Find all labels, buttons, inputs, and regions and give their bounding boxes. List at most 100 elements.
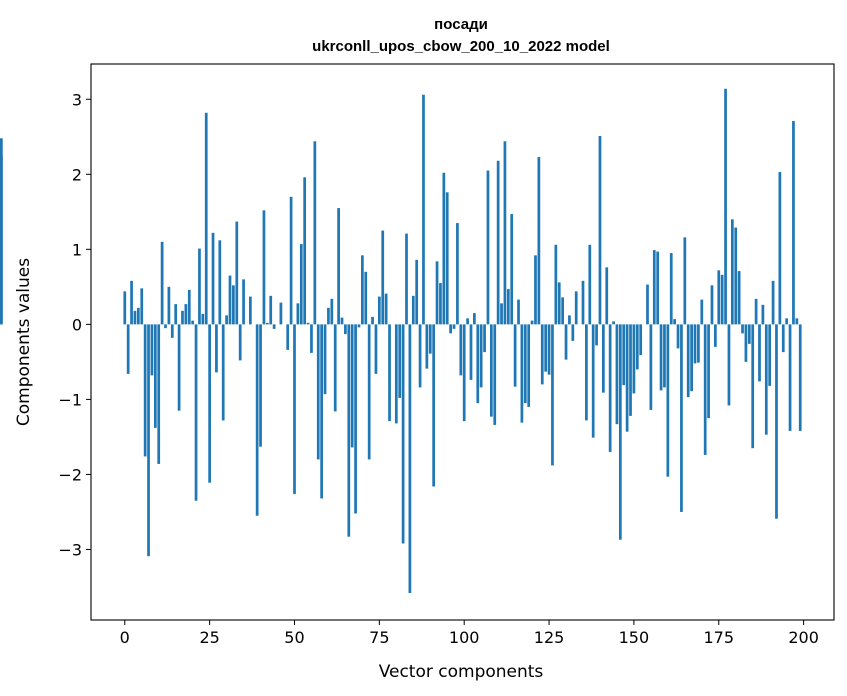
bar-100 xyxy=(462,324,466,422)
bar-15 xyxy=(174,304,178,325)
y-tick-label: 0 xyxy=(72,315,82,334)
bar-5 xyxy=(140,288,144,325)
bar-167 xyxy=(690,324,693,392)
bar-94 xyxy=(442,172,446,325)
bar-129 xyxy=(561,297,564,325)
bar-62 xyxy=(333,324,337,412)
bar-9 xyxy=(153,324,157,428)
bar-6 xyxy=(143,324,147,457)
bar-39 xyxy=(255,324,259,516)
x-tick-label: 50 xyxy=(284,628,304,647)
bar-117 xyxy=(520,324,524,423)
bar-127 xyxy=(554,244,558,325)
bar-124 xyxy=(544,324,548,372)
bar-149 xyxy=(629,324,632,416)
bar-99 xyxy=(459,324,463,376)
bar-151 xyxy=(635,324,639,370)
bar-112 xyxy=(503,141,507,325)
bar-159 xyxy=(663,324,666,388)
bar-154 xyxy=(646,284,649,325)
bar-8 xyxy=(150,324,154,376)
bar-119 xyxy=(527,324,531,407)
bar-17 xyxy=(181,310,184,325)
bar-33 xyxy=(235,221,239,325)
x-tick-label: 125 xyxy=(534,628,565,647)
x-tick-label: 0 xyxy=(120,628,130,647)
bar-96 xyxy=(449,324,452,334)
bar-141 xyxy=(602,324,605,393)
y-tick-label: 2 xyxy=(72,165,82,184)
bar-177 xyxy=(724,88,727,325)
bar-63 xyxy=(337,208,340,325)
bar-193 xyxy=(778,172,782,325)
bar-72 xyxy=(367,324,371,460)
bar-0 xyxy=(123,291,127,325)
bar-64 xyxy=(340,317,344,325)
bar-172 xyxy=(707,324,710,419)
bar-138 xyxy=(591,324,595,438)
bar-175 xyxy=(717,270,721,325)
bar-125 xyxy=(547,324,551,375)
bar-7 xyxy=(147,324,150,557)
bar-60 xyxy=(327,307,330,325)
bar-121 xyxy=(534,255,537,325)
bar-163 xyxy=(676,324,680,349)
bar-130 xyxy=(564,324,568,360)
bar-50 xyxy=(293,324,296,494)
bar-111 xyxy=(500,303,503,325)
bar-133 xyxy=(574,291,578,325)
bar-155 xyxy=(649,324,653,410)
bar-178 xyxy=(727,324,731,406)
bar-106 xyxy=(483,324,486,353)
bar-34 xyxy=(238,324,242,361)
bar-20 xyxy=(191,320,195,325)
bar-82 xyxy=(401,324,405,544)
bar-53 xyxy=(303,177,307,325)
bar-126 xyxy=(551,324,554,466)
x-tick-label: 175 xyxy=(703,628,734,647)
bar-122 xyxy=(537,157,541,325)
y-tick-label: 1 xyxy=(72,240,82,259)
bar-84 xyxy=(408,324,412,593)
bar-27 xyxy=(215,324,218,373)
bar-23 xyxy=(201,313,205,325)
bar-13 xyxy=(167,286,171,325)
bar-56 xyxy=(313,141,317,325)
bar-197 xyxy=(792,121,795,325)
bar-174 xyxy=(714,324,717,347)
bar-148 xyxy=(625,324,629,432)
bar-19 xyxy=(187,289,191,325)
bar-185 xyxy=(751,324,755,449)
y-axis-label: Components values xyxy=(14,258,34,426)
bars-group xyxy=(0,88,802,593)
bar-4 xyxy=(136,307,140,325)
bar-180 xyxy=(734,227,738,325)
bar-102 xyxy=(469,324,473,380)
bar-86 xyxy=(415,259,419,325)
bar-1 xyxy=(126,324,130,374)
bar-61 xyxy=(330,298,334,325)
bar-114 xyxy=(510,214,514,325)
bar-181 xyxy=(737,271,741,325)
bar-75 xyxy=(377,296,381,325)
y-tick-label: 3 xyxy=(72,90,82,109)
bar-136 xyxy=(585,324,588,421)
bar-10 xyxy=(157,324,161,464)
bar-35 xyxy=(242,279,245,325)
bar-107 xyxy=(486,170,490,325)
bar-132 xyxy=(571,324,575,341)
bar-22 xyxy=(198,248,201,325)
bar-74 xyxy=(374,324,378,374)
bar-30 xyxy=(225,315,228,325)
bar-144 xyxy=(612,321,615,325)
bar-188 xyxy=(761,304,765,325)
bar-162 xyxy=(673,319,676,325)
bar-28 xyxy=(218,240,222,325)
bar-156 xyxy=(652,250,656,325)
bar-70 xyxy=(361,255,364,325)
bar-157 xyxy=(656,251,660,325)
bar-55 xyxy=(310,324,313,353)
bar-176 xyxy=(720,274,724,325)
bar-105 xyxy=(479,324,483,388)
bar-11 xyxy=(160,241,164,325)
